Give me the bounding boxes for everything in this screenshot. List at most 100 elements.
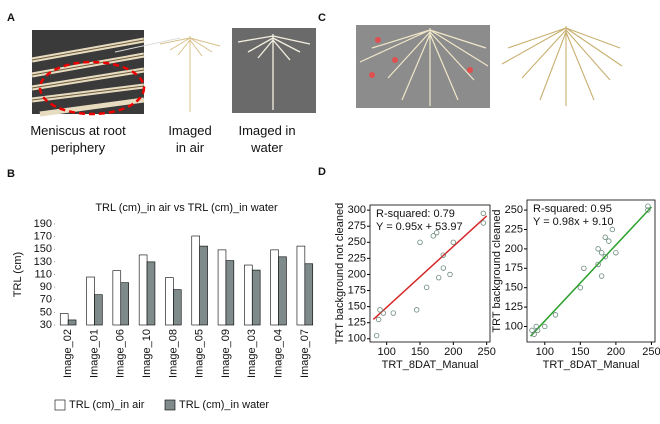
y-tick-label: 170 bbox=[34, 231, 52, 243]
y-axis-label: TRT background not cleaned bbox=[334, 203, 346, 344]
y-tick-label: 70 bbox=[40, 294, 52, 306]
annotation: R-squared: 0.79 bbox=[376, 208, 455, 220]
data-point bbox=[423, 284, 430, 291]
data-point bbox=[598, 250, 605, 256]
root-cleaned-image bbox=[501, 26, 623, 106]
bar bbox=[304, 263, 314, 326]
y-tick-label: 190 bbox=[34, 218, 52, 230]
data-point bbox=[602, 234, 608, 240]
data-point bbox=[595, 261, 601, 268]
y-tick-label: 200 bbox=[348, 268, 366, 280]
x-tick-label: Image_10 bbox=[141, 329, 153, 378]
data-point bbox=[602, 253, 608, 260]
data-point bbox=[645, 207, 651, 213]
y-tick-label: 100 bbox=[348, 333, 366, 345]
data-point bbox=[435, 274, 442, 281]
data-point bbox=[552, 312, 559, 318]
data-point bbox=[595, 246, 601, 252]
x-tick-label: 250 bbox=[642, 346, 660, 358]
meniscus-image bbox=[31, 30, 181, 117]
y-tick-label: 200 bbox=[505, 243, 523, 255]
chart-title: TRL (cm)_in air vs TRL (cm)_in water bbox=[95, 202, 278, 214]
data-point bbox=[433, 229, 440, 236]
data-point bbox=[609, 226, 616, 233]
x-tick-label: 250 bbox=[477, 346, 495, 358]
bar bbox=[67, 319, 77, 326]
bar bbox=[86, 276, 95, 326]
bar bbox=[138, 254, 148, 326]
x-tick-label: Image_01 bbox=[88, 329, 100, 378]
data-point bbox=[440, 252, 447, 258]
bar bbox=[173, 289, 182, 326]
bar bbox=[244, 264, 253, 326]
data-point bbox=[390, 310, 397, 316]
y-tick-label: 50 bbox=[40, 306, 52, 318]
bar bbox=[165, 277, 174, 326]
x-tick-label: Image_07 bbox=[299, 329, 311, 378]
fit-line bbox=[372, 215, 488, 321]
y-tick-label: 275 bbox=[348, 220, 366, 232]
x-tick-label: Image_06 bbox=[115, 329, 127, 378]
data-point bbox=[373, 332, 380, 339]
x-tick-label: Image_03 bbox=[246, 329, 258, 378]
bar bbox=[270, 249, 279, 326]
legend-swatch bbox=[164, 399, 176, 411]
root-water-image bbox=[232, 28, 316, 113]
root-air-image bbox=[159, 36, 221, 112]
data-point bbox=[440, 265, 447, 271]
legend-label: TRL (cm)_in air bbox=[69, 399, 145, 411]
data-point bbox=[531, 331, 537, 337]
fit-line bbox=[530, 206, 652, 337]
y-tick-label: 175 bbox=[348, 284, 366, 296]
x-tick-label: 150 bbox=[411, 346, 429, 358]
annotation: Y = 0.98x + 9.10 bbox=[533, 216, 614, 228]
caption: Meniscus at root periphery bbox=[30, 123, 126, 155]
data-point bbox=[413, 307, 420, 313]
plot-frame bbox=[526, 199, 656, 343]
y-tick-label: 130 bbox=[34, 256, 52, 268]
y-tick-label: 250 bbox=[348, 236, 366, 248]
legend-swatch bbox=[54, 399, 66, 411]
bar bbox=[296, 245, 306, 326]
bar bbox=[112, 270, 122, 326]
x-tick-label: 100 bbox=[377, 346, 395, 358]
panel-label: D bbox=[318, 166, 326, 178]
y-tick-label: 30 bbox=[40, 319, 52, 331]
caption: Imaged in water bbox=[238, 123, 296, 155]
data-point bbox=[447, 271, 453, 278]
plot-frame bbox=[369, 204, 491, 343]
caption: Imaged in air bbox=[168, 123, 212, 155]
bar bbox=[59, 313, 69, 326]
data-point bbox=[613, 250, 619, 256]
data-point bbox=[430, 233, 437, 239]
x-tick-label: 150 bbox=[571, 346, 589, 358]
bar bbox=[251, 269, 261, 326]
root-overlay-image bbox=[356, 25, 490, 108]
data-point bbox=[645, 203, 651, 209]
data-point bbox=[380, 310, 387, 316]
data-point bbox=[542, 323, 548, 330]
panel-label: B bbox=[7, 168, 15, 180]
data-point bbox=[480, 220, 487, 226]
bar bbox=[225, 260, 235, 326]
y-tick-label: 125 bbox=[505, 301, 523, 313]
x-axis-label: TRT_8DAT_Manual bbox=[382, 359, 479, 371]
data-point bbox=[450, 239, 457, 246]
y-tick-label: 110 bbox=[34, 268, 52, 280]
data-point bbox=[375, 316, 382, 323]
x-tick-label: 100 bbox=[536, 346, 554, 358]
panel-label: C bbox=[318, 12, 326, 24]
annotation: Y = 0.95x + 53.97 bbox=[376, 221, 463, 233]
data-point bbox=[377, 307, 383, 313]
data-point bbox=[480, 210, 487, 217]
y-axis-label: TRL (cm) bbox=[12, 252, 24, 297]
x-tick-label: Image_05 bbox=[194, 329, 206, 378]
y-tick-label: 90 bbox=[40, 281, 52, 293]
bar bbox=[217, 249, 227, 326]
x-tick-label: 200 bbox=[607, 346, 625, 358]
data-point bbox=[417, 239, 423, 246]
y-axis-label: TRT background cleaned bbox=[491, 209, 503, 332]
y-tick-label: 150 bbox=[348, 301, 366, 313]
panel-label: A bbox=[7, 12, 15, 24]
y-tick-label: 300 bbox=[348, 204, 366, 216]
